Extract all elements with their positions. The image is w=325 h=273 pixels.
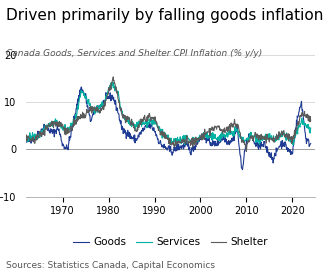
Goods xyxy=(309,142,313,145)
Shelter xyxy=(24,139,28,143)
Services xyxy=(309,126,313,130)
Text: Sources: Statistics Canada, Capital Economics: Sources: Statistics Canada, Capital Econ… xyxy=(6,261,215,270)
Shelter xyxy=(287,139,291,143)
Shelter xyxy=(296,123,300,126)
Goods xyxy=(240,168,244,171)
Goods xyxy=(80,85,84,89)
Goods xyxy=(24,140,28,143)
Shelter xyxy=(168,138,172,141)
Text: Canada Goods, Services and Shelter CPI Inflation (% y/y): Canada Goods, Services and Shelter CPI I… xyxy=(6,49,263,58)
Line: Goods: Goods xyxy=(26,87,311,170)
Goods xyxy=(168,148,172,152)
Line: Services: Services xyxy=(26,82,311,145)
Text: Driven primarily by falling goods inflation: Driven primarily by falling goods inflat… xyxy=(6,8,324,23)
Shelter xyxy=(111,78,114,82)
Shelter xyxy=(309,119,313,122)
Services xyxy=(286,136,290,139)
Line: Shelter: Shelter xyxy=(26,77,311,152)
Goods xyxy=(240,166,243,169)
Services xyxy=(296,127,300,130)
Shelter xyxy=(86,111,90,114)
Services xyxy=(291,143,295,147)
Goods xyxy=(86,111,90,114)
Goods xyxy=(296,115,300,118)
Shelter xyxy=(111,75,115,79)
Services xyxy=(24,140,28,143)
Shelter xyxy=(244,150,248,153)
Goods xyxy=(287,149,291,152)
Services xyxy=(168,138,172,141)
Shelter xyxy=(240,137,243,141)
Services xyxy=(111,84,114,87)
Services xyxy=(240,135,243,139)
Services xyxy=(86,99,90,102)
Legend: Goods, Services, Shelter: Goods, Services, Shelter xyxy=(69,233,272,251)
Goods xyxy=(111,97,115,101)
Services xyxy=(111,80,115,84)
